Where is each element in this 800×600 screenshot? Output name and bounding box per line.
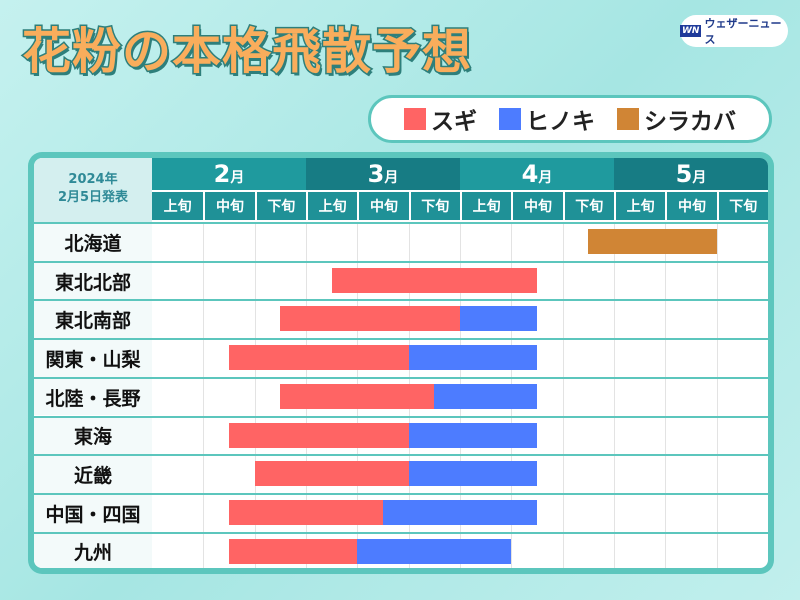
bar-hinoki	[357, 538, 512, 564]
region-label: 東海	[34, 415, 152, 455]
issue-year: 2024年	[68, 172, 118, 187]
legend-label: ヒノキ	[526, 109, 595, 135]
dekad-header: 上旬	[152, 192, 204, 220]
row-divider	[152, 415, 768, 418]
dekad-header: 中旬	[511, 192, 563, 220]
region-label: 九州	[34, 531, 152, 568]
row-divider	[152, 376, 768, 379]
grid-line	[254, 222, 256, 568]
legend-swatch	[499, 108, 521, 130]
region-label: 近畿	[34, 454, 152, 493]
grid-line	[203, 222, 205, 568]
legend-item: シラカバ	[617, 102, 736, 136]
bar-hinoki	[408, 461, 537, 487]
dekad-header: 下旬	[716, 192, 768, 220]
row-divider	[152, 299, 768, 302]
dekad-header: 上旬	[305, 192, 358, 220]
bar-sugi	[228, 499, 383, 525]
legend: スギ ヒノキ シラカバ	[368, 95, 772, 143]
dekad-header: 下旬	[254, 192, 306, 220]
bar-sugi	[280, 383, 435, 409]
grid-line	[716, 222, 718, 568]
month-unit: 月	[230, 170, 245, 186]
logo-mark: WN	[680, 25, 702, 37]
legend-swatch	[617, 108, 639, 130]
month-unit: 月	[538, 170, 553, 186]
row-divider	[152, 531, 768, 534]
grid-line	[665, 222, 667, 568]
issue-day: 2月5日発表	[57, 190, 129, 205]
region-label: 関東・山梨	[34, 338, 152, 377]
month-unit: 月	[692, 170, 707, 186]
month-number: 3	[367, 160, 385, 188]
bar-sugi	[228, 422, 409, 448]
bar-hinoki	[459, 306, 537, 332]
region-label: 東北北部	[34, 260, 152, 300]
row-divider	[152, 260, 768, 263]
row-divider	[152, 492, 768, 495]
legend-label: スギ	[431, 109, 477, 135]
bar-sugi	[228, 538, 358, 564]
chart-panel: 2024年 2月5日発表 2 月上旬 中旬 下旬 3 月上旬 中旬 下旬 4 月上旬 中旬 下旬 5 月上…	[28, 152, 774, 574]
dekad-header: 中旬	[357, 192, 409, 220]
region-label: 中国・四国	[34, 492, 152, 532]
bar-sugi	[228, 345, 409, 371]
month-number: 5	[675, 160, 693, 188]
bar-hinoki	[434, 383, 537, 409]
grid-line	[613, 222, 615, 568]
row-divider	[152, 338, 768, 341]
bar-hinoki	[408, 422, 537, 448]
page-title: 花粉の本格飛散予想	[20, 22, 473, 82]
dekad-header: 上旬	[459, 192, 512, 220]
dekad-header: 下旬	[408, 192, 460, 220]
legend-swatch	[404, 108, 426, 130]
dekad-header: 上旬	[613, 192, 666, 220]
grid-line	[562, 222, 564, 568]
month-number: 2	[213, 160, 231, 188]
legend-item: スギ	[404, 102, 477, 136]
region-label: 東北南部	[34, 299, 152, 339]
issue-date: 2024年 2月5日発表	[34, 158, 152, 222]
region-label: 北陸・長野	[34, 376, 152, 416]
dekad-header: 中旬	[665, 192, 717, 220]
dekad-header: 下旬	[562, 192, 614, 220]
legend-item: ヒノキ	[499, 102, 595, 136]
bar-hinoki	[382, 499, 537, 525]
bar-sugi	[254, 461, 409, 487]
bar-sugi	[331, 267, 537, 293]
bar-sugi	[280, 306, 460, 332]
bar-hinoki	[408, 345, 537, 371]
month-unit: 月	[384, 170, 399, 186]
row-divider	[152, 454, 768, 457]
weathernews-logo: WN ウェザーニュース	[680, 15, 788, 47]
gantt-chart: 2024年 2月5日発表 2 月上旬 中旬 下旬 3 月上旬 中旬 下旬 4 月上旬 中旬 下旬 5 月上…	[34, 158, 768, 568]
row-divider	[152, 222, 768, 224]
dekad-header: 中旬	[203, 192, 255, 220]
legend-label: シラカバ	[644, 109, 736, 135]
region-label: 北海道	[34, 222, 152, 261]
bar-shirakaba	[588, 229, 717, 254]
logo-text: ウェザーニュース	[704, 17, 782, 46]
month-number: 4	[521, 160, 539, 188]
